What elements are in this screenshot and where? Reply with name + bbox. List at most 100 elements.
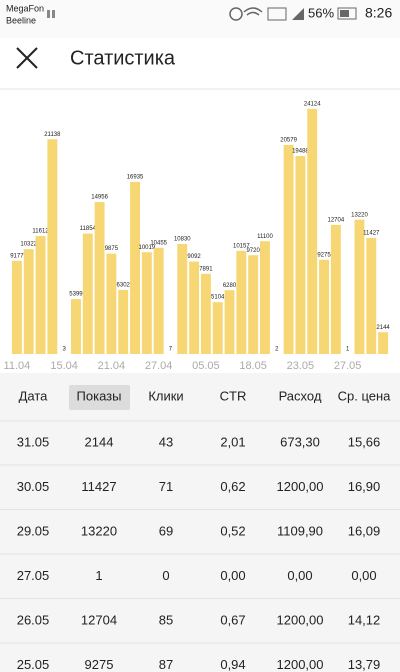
selected-column[interactable]: [69, 385, 130, 410]
bar[interactable]: [248, 255, 259, 354]
table-cell: 31.05: [17, 434, 50, 449]
table-cell: 2,01: [220, 434, 245, 449]
table-cell: 1: [95, 568, 102, 583]
bar[interactable]: [330, 224, 341, 354]
column-header[interactable]: Расход: [279, 388, 322, 403]
data-label: 6302: [117, 283, 131, 289]
table-cell: 16,09: [348, 523, 381, 538]
table-cell: 1109,90: [277, 523, 323, 538]
bar[interactable]: [177, 243, 188, 354]
table-cell: 673,30: [280, 434, 320, 449]
table-cell: 0,52: [220, 523, 245, 538]
table-cell: 71: [159, 479, 173, 494]
bar[interactable]: [260, 241, 270, 354]
data-label: 10455: [150, 240, 167, 246]
table: [0, 373, 400, 672]
data-label: 3: [62, 347, 66, 353]
data-label: 11427: [363, 230, 380, 236]
bar[interactable]: [283, 144, 294, 354]
bar[interactable]: [23, 249, 34, 354]
table-cell: 85: [159, 612, 173, 627]
column-header[interactable]: Дата: [19, 388, 49, 403]
bar[interactable]: [366, 237, 377, 354]
signal-icon: [292, 8, 304, 20]
bar[interactable]: [189, 261, 200, 354]
table-cell: 29.05: [17, 523, 50, 538]
table-cell: 0: [162, 568, 169, 583]
carrier: Beeline: [6, 15, 36, 25]
x-tick-label: 27.04: [145, 360, 173, 372]
alarm-icon: [229, 7, 243, 21]
data-label: 10019: [139, 245, 156, 251]
data-label: 7891: [199, 266, 213, 272]
bar[interactable]: [212, 302, 223, 354]
bar[interactable]: [236, 250, 247, 354]
data-label: 9875: [105, 246, 119, 252]
column-header[interactable]: Клики: [148, 388, 183, 403]
table-cell: 16,90: [348, 479, 381, 494]
data-label: 13220: [351, 212, 368, 218]
bar[interactable]: [106, 253, 117, 354]
bar[interactable]: [35, 236, 46, 354]
table-cell: 0,67: [220, 612, 245, 627]
table-cell: 1200,00: [277, 479, 324, 494]
table-cell: 13,79: [348, 657, 381, 672]
table-cell: 13220: [81, 523, 117, 538]
bar[interactable]: [295, 156, 306, 354]
table-cell: 26.05: [17, 612, 50, 627]
data-label: 10830: [174, 237, 191, 243]
table-cell: 0,00: [351, 568, 376, 583]
x-tick-label: 23.05: [287, 360, 315, 372]
table-cell: 25.05: [17, 657, 50, 672]
table-cell: 15,66: [348, 434, 381, 449]
bar[interactable]: [11, 260, 22, 354]
wifi-icon: [243, 7, 263, 16]
table-cell: 0,94: [220, 657, 245, 672]
bar[interactable]: [354, 219, 365, 354]
bar[interactable]: [153, 247, 164, 354]
signal-icon: [47, 10, 50, 18]
bar[interactable]: [94, 202, 105, 354]
bar[interactable]: [47, 139, 58, 354]
column-header[interactable]: Показы: [77, 388, 122, 403]
bar[interactable]: [378, 332, 389, 354]
data-label: 11854: [80, 226, 97, 232]
bar[interactable]: [118, 289, 129, 354]
data-label: 9720: [246, 248, 260, 254]
table-cell: 2144: [85, 434, 114, 449]
carrier: MegaFon: [6, 3, 44, 13]
bar[interactable]: [141, 252, 152, 354]
data-label: 1: [346, 347, 350, 353]
data-label: 14956: [91, 195, 108, 201]
bar[interactable]: [307, 108, 318, 354]
bar[interactable]: [71, 299, 81, 354]
table-cell: 0,00: [287, 568, 312, 583]
column-header[interactable]: Ср. цена: [338, 388, 392, 403]
table-cell: 0,62: [220, 479, 245, 494]
table-cell: 0,00: [220, 568, 245, 583]
bar[interactable]: [82, 233, 93, 354]
table-cell: 43: [159, 434, 173, 449]
column-header[interactable]: CTR: [220, 388, 247, 403]
signal-icon: [52, 10, 55, 18]
sim-icon: [267, 7, 287, 21]
data-label: 10322: [20, 242, 37, 248]
bar[interactable]: [319, 259, 329, 354]
x-tick-label: 05.05: [192, 360, 220, 372]
data-label: 2144: [376, 325, 390, 331]
data-label: 10157: [233, 243, 250, 249]
bar[interactable]: [224, 290, 235, 354]
bar[interactable]: [130, 181, 140, 354]
bar[interactable]: [200, 273, 211, 354]
table-cell: 14,12: [348, 612, 381, 627]
table-cell: 9275: [85, 657, 114, 672]
data-label: 19488: [292, 149, 309, 155]
data-label: 20579: [280, 137, 297, 143]
x-tick-label: 15.04: [50, 360, 78, 372]
table-body: Дата Показы Клики CTR Расход Ср. цена 31.05 214…: [0, 388, 400, 672]
close-button[interactable]: [16, 47, 38, 69]
data-label: 5399: [69, 292, 83, 298]
x-tick-label: 21.04: [98, 360, 126, 372]
